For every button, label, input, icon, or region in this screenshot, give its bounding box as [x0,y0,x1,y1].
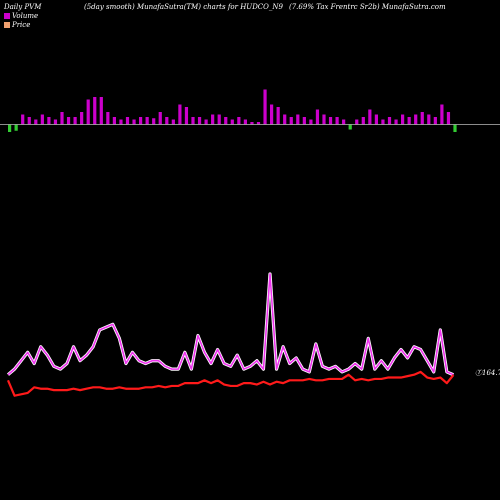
volume-bar [139,117,143,125]
volume-bar [368,109,372,125]
volume-bar [243,119,247,125]
volume-bar [112,117,116,125]
price-lines [6,272,455,397]
volume-bar [53,119,58,125]
volume-bar [263,89,267,125]
volume-bar [14,124,18,131]
volume-bar [224,117,228,125]
volume-bar [80,112,84,125]
volume-bar [66,117,71,125]
chart-title: (5day smooth) MunafaSutra(TM) charts for… [84,3,283,11]
volume-bar [453,124,457,132]
volume-bar [73,117,77,125]
volume-bar [427,114,431,125]
volume-bar [276,107,280,125]
volume-bar [270,104,274,125]
smooth-line [7,273,454,376]
legend-volume: Volume [4,12,38,20]
price-line [6,370,455,397]
volume-bar [250,122,254,125]
smooth-line-glow [6,272,455,377]
volume-bar [145,117,149,125]
volume-bar [197,117,202,125]
volume-bar [289,117,293,125]
volume-bar [184,107,189,125]
volume-bar [8,124,12,132]
volume-bar [302,117,306,125]
volume-bar [158,112,162,125]
volume-bar [27,117,31,125]
volume-bar [433,117,437,125]
volume-bar [191,117,195,125]
volume-bar [401,114,405,125]
volume-bar [34,119,38,125]
volume-bar [40,114,44,125]
volume-bar [381,119,385,125]
last-price-label: Ⓣ164.79 [475,369,500,377]
volume-bar [93,97,97,125]
volume-bar [152,118,156,125]
volume-bar [106,112,110,125]
volume-bar [296,114,300,125]
volume-bar [47,117,51,125]
volume-bar [414,114,418,125]
volume-bar [322,114,326,125]
legend-volume-label: Volume [12,12,39,20]
volume-bar [132,119,136,125]
volume-bar [355,119,359,125]
volume-bar [440,104,444,125]
volume-bar [446,112,451,125]
volume-bar [348,124,352,130]
volume-bar [86,99,90,125]
volume-bar [125,117,130,125]
volume-bar [230,119,234,125]
volume-bar [256,122,261,125]
volume-bar [387,117,392,125]
volume-bar [407,117,411,125]
volume-bar [342,119,346,125]
volume-bar [237,117,241,125]
legend-price-label: Price [12,21,31,29]
volume-bar [171,119,175,125]
volume-bar [328,117,333,125]
volume-bar [204,119,208,125]
legend-volume-swatch [4,13,10,19]
volume-bar [374,114,378,125]
volume-bar [165,117,169,125]
volume-bar [211,114,215,125]
volume-bar [283,114,287,125]
volume-bar [21,114,25,125]
volume-bar [217,114,221,125]
volume-bar [309,119,313,125]
legend-price-swatch [4,22,10,28]
volume-bar [361,117,365,125]
volume-bar [99,97,103,125]
volume-bar [60,112,64,125]
volume-bar [420,112,424,125]
chart-type-title: Daily PVM [4,3,42,11]
volume-bar [119,119,123,125]
volume-bar [178,104,182,125]
volume-bars [8,89,457,132]
volume-bar [335,117,339,125]
instrument-subtitle: (7.69% Tax Frentrc Sr2b) MunafaSutra.com [289,3,446,11]
volume-bar [315,109,320,125]
legend-price: Price [4,21,30,29]
volume-bar [394,119,398,125]
